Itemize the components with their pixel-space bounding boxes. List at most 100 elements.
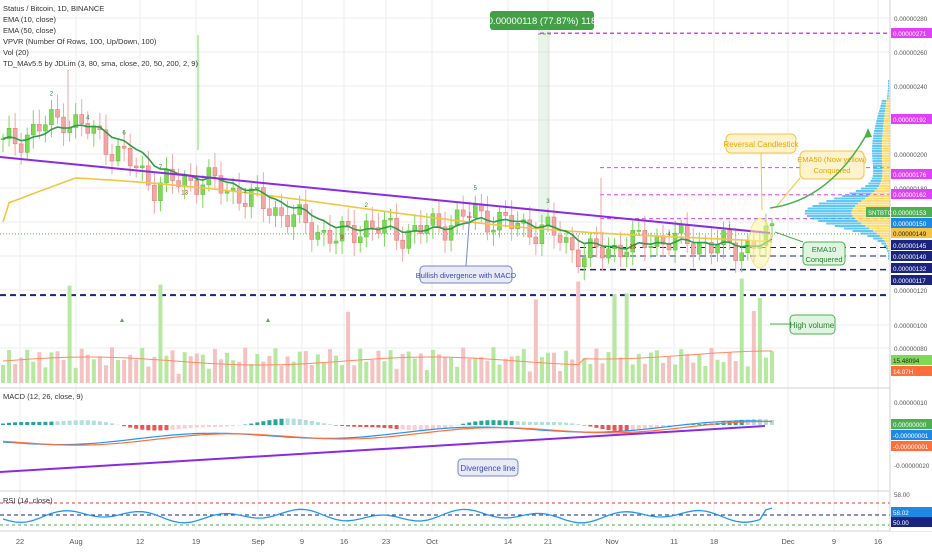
vp-bar	[888, 255, 890, 257]
volume-bar	[225, 352, 230, 383]
volume-bar	[564, 350, 569, 383]
vp-bar	[882, 162, 890, 165]
vp-bar	[826, 222, 862, 225]
macd-bar	[19, 422, 24, 425]
candle-body	[6, 128, 12, 139]
volume-bar	[624, 293, 629, 383]
volume-bar	[61, 359, 66, 383]
vp-bar	[860, 232, 877, 235]
vp-bar	[868, 195, 890, 197]
measure-highlight	[538, 30, 552, 222]
ema50-callout: EMA50 (Now yellow) Conquered	[775, 150, 867, 208]
macd-bar	[237, 425, 242, 426]
price-badge-text: 0.00000150	[893, 221, 927, 228]
vp-bar	[878, 185, 890, 187]
vp-bar	[871, 177, 882, 180]
time-axis[interactable]: 22 Aug 12 19 Sep 9 16 23 Oct 14 21 Nov 11 18 Dec 9 16	[16, 537, 882, 546]
vp-bar	[888, 80, 890, 82]
candle-body	[279, 207, 284, 216]
volume-bar	[91, 359, 96, 383]
rsi-tick: 58.00	[894, 492, 910, 499]
macd-bar	[352, 425, 357, 427]
macd-bar	[194, 425, 199, 428]
volume-bar	[315, 354, 320, 383]
td-count: 13	[181, 191, 188, 197]
macd-bar	[594, 425, 599, 428]
macd-bar	[206, 425, 211, 428]
candle-body	[146, 165, 151, 186]
legend-vol: Vol (20)	[3, 48, 29, 57]
candle-body	[473, 203, 478, 218]
volume-bar	[7, 350, 12, 383]
price-badge-text: 0.00000192	[893, 117, 927, 124]
vp-bar	[883, 127, 890, 130]
vp-bar	[883, 120, 890, 122]
macd-bar	[443, 425, 448, 428]
candle-body	[406, 230, 411, 249]
volume-bar	[727, 352, 732, 383]
macd-bar	[642, 425, 647, 430]
vp-bar	[804, 210, 852, 212]
time-axis-label: Aug	[69, 537, 82, 546]
volume-bar	[103, 365, 108, 383]
macd-bar	[158, 425, 163, 431]
measure-label: 0.00000118 (77.87%) 118	[488, 11, 596, 30]
volume-bar	[85, 354, 90, 383]
macd-bar	[667, 425, 672, 426]
volume-bar	[757, 298, 762, 383]
vp-bar	[881, 147, 890, 150]
volume-bar	[552, 352, 557, 383]
vp-bar	[881, 177, 890, 180]
volume-bar	[394, 368, 399, 383]
price-badge-text: 0.00000271	[893, 31, 927, 38]
vp-bar	[875, 122, 884, 125]
time-axis-label: 11	[670, 537, 678, 546]
volume-bar	[67, 285, 72, 383]
svg-text:EMA10: EMA10	[812, 245, 837, 254]
svg-text:Reversal Candlestick: Reversal Candlestick	[723, 140, 799, 149]
macd-bar	[279, 418, 284, 425]
signal-path	[2, 420, 772, 446]
macd-bar	[382, 425, 387, 428]
macd-bar	[455, 425, 460, 426]
volume-bar	[116, 360, 121, 383]
candle-body	[31, 124, 36, 136]
svg-text:High volume: High volume	[790, 321, 835, 330]
candle-body	[442, 226, 448, 241]
price-badge	[891, 263, 932, 273]
macd-bar	[582, 425, 587, 426]
legend: Status / Bitcoin, 1D, BINANCE EMA (10, c…	[3, 4, 198, 505]
high-volume-callout: High volume	[770, 314, 836, 335]
candle-body	[606, 248, 611, 259]
macd-bar	[261, 421, 266, 425]
candle-body	[400, 240, 405, 249]
candle-body	[103, 129, 109, 155]
vp-bar	[874, 190, 890, 192]
price-badge-text: 0.00000162	[893, 192, 927, 199]
vp-bar	[887, 95, 889, 97]
vp-bar	[888, 82, 890, 85]
volume-bar	[630, 364, 635, 383]
candle-body	[709, 242, 714, 254]
candle-body	[539, 224, 545, 244]
vp-bar	[867, 235, 880, 237]
vp-bar	[870, 180, 882, 182]
macd-bar	[691, 424, 696, 425]
candle-body	[206, 167, 212, 186]
macd-path	[2, 420, 773, 446]
macd-badge-text: 0.00000000	[893, 422, 927, 429]
vp-bar	[882, 135, 890, 137]
candle-body	[557, 234, 563, 243]
volume-bar	[497, 364, 502, 383]
svg-text:0.00000118 (77.87%) 118: 0.00000118 (77.87%) 118	[488, 16, 596, 27]
price-badge-text: 0.00000153	[893, 210, 927, 217]
volume-bar	[370, 359, 375, 383]
time-axis-label: 9	[832, 537, 836, 546]
vp-bar	[882, 165, 890, 167]
volume-bar	[134, 359, 139, 383]
volume-bar	[770, 351, 774, 383]
macd-badge	[891, 430, 932, 440]
symbol-badge-text: SNTBTC	[868, 211, 893, 217]
